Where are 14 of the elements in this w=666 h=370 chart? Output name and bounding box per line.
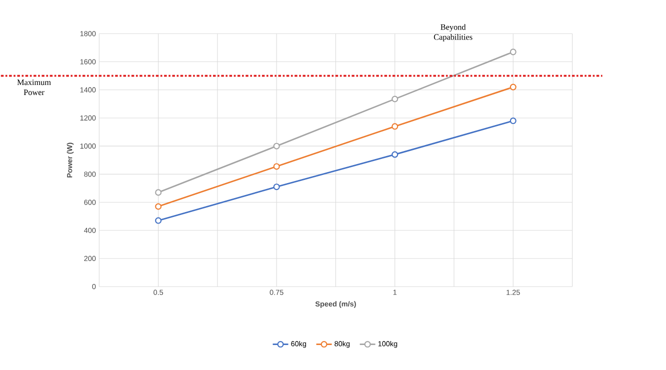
point (155, 189, 162, 196)
point (273, 163, 280, 170)
point (155, 203, 162, 210)
point (392, 151, 398, 158)
annotation: Beyond Capabilities (434, 24, 472, 42)
ref-line-label: Maximum Power (17, 79, 51, 95)
point (510, 84, 516, 90)
point (392, 122, 398, 130)
point (273, 183, 280, 190)
point (510, 117, 516, 124)
point (273, 142, 280, 150)
point (510, 48, 516, 56)
point (392, 96, 398, 102)
point (155, 217, 162, 224)
